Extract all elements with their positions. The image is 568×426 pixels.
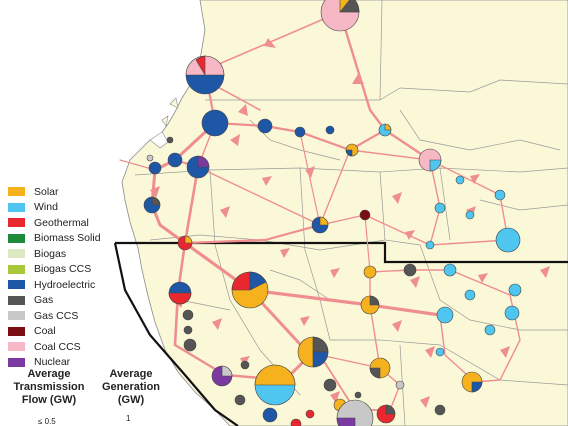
legend-item: Nuclear: [8, 355, 120, 371]
legend-swatch: [8, 202, 25, 212]
legend-label: Biomass Solid: [34, 232, 101, 245]
legend-item: Wind: [8, 200, 120, 216]
legend-item: Gas CCS: [8, 308, 120, 324]
legend-label: Gas: [34, 294, 54, 307]
legend-label: Biogas: [34, 247, 67, 260]
legend-label: Biogas CCS: [34, 263, 92, 276]
legend-swatch: [8, 187, 25, 197]
legend-label: Wind: [34, 201, 58, 214]
legend-swatch: [8, 311, 25, 321]
region-boundary: [113, 241, 568, 426]
legend-item: Coal: [8, 324, 120, 340]
legend-swatch: [8, 218, 25, 228]
legend-item: Biomass Solid: [8, 231, 120, 247]
legend-label: Gas CCS: [34, 309, 79, 322]
legend-item: Solar: [8, 184, 120, 200]
generation-caption: Average Generation (GW): [101, 368, 161, 406]
legend-label: Hydroelectric: [34, 278, 96, 291]
legend-item: Hydroelectric: [8, 277, 120, 293]
fuel-legend: Solar Wind Geothermal Biomass Solid Biogas Bi…: [8, 184, 120, 370]
legend-swatch: [8, 326, 25, 336]
legend-swatch: [8, 264, 25, 274]
legend-swatch: [8, 295, 25, 305]
legend-label: Coal CCS: [34, 340, 81, 353]
legend-swatch: [8, 280, 25, 290]
coast-islands: [161, 97, 179, 127]
legend-label: Coal: [34, 325, 56, 338]
legend-item: Gas: [8, 293, 120, 309]
legend-swatch: [8, 357, 25, 367]
legend-label: Geothermal: [34, 216, 89, 229]
flow-scale-label: ≤ 0.5: [38, 417, 56, 426]
legend-item: Biogas: [8, 246, 120, 262]
legend-label: Nuclear: [34, 356, 71, 369]
legend-label: Solar: [34, 185, 59, 198]
legend-swatch: [8, 342, 25, 352]
generation-scale-label: 1: [126, 414, 131, 423]
transmission-flow-caption: Average Transmission Flow (GW): [13, 368, 85, 406]
legend-swatch: [8, 233, 25, 243]
legend-item: Biogas CCS: [8, 262, 120, 278]
legend-swatch: [8, 249, 25, 259]
legend-item: Geothermal: [8, 215, 120, 231]
legend-item: Coal CCS: [8, 339, 120, 355]
generation-nodes: [143, 0, 522, 426]
